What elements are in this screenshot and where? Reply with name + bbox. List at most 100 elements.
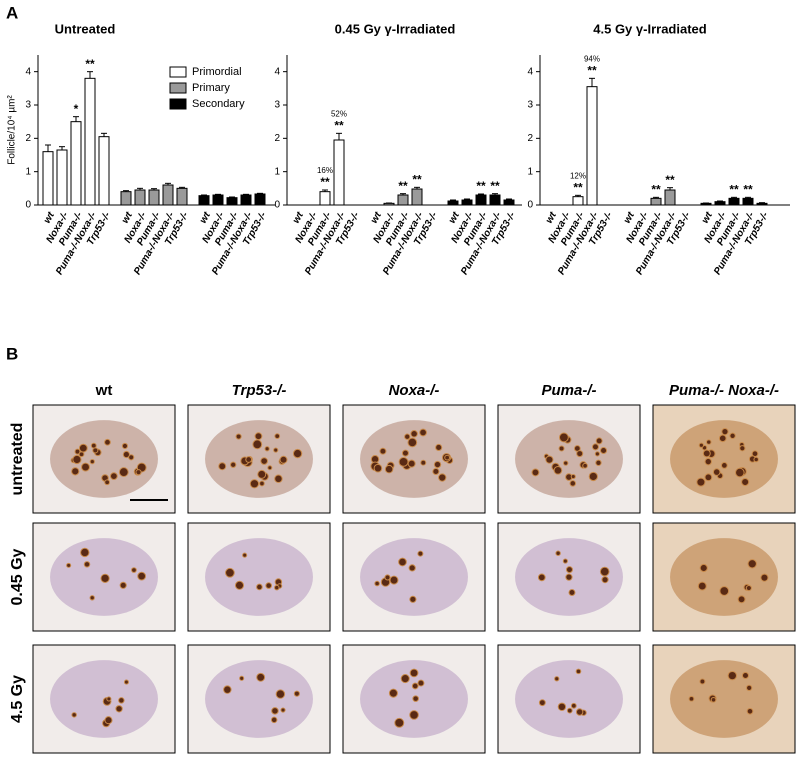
column-header: Puma-/- Noxa-/- xyxy=(669,382,779,399)
follicle xyxy=(264,446,270,452)
ovary-section xyxy=(205,420,313,498)
micrograph xyxy=(187,404,331,514)
significance: ** xyxy=(85,57,95,71)
follicle xyxy=(137,571,147,581)
bar xyxy=(212,194,224,206)
bar xyxy=(728,197,740,206)
follicle xyxy=(420,459,427,466)
bar xyxy=(714,201,726,206)
follicle xyxy=(435,443,443,452)
follicle xyxy=(595,437,603,445)
follicle xyxy=(697,581,707,591)
micrograph xyxy=(32,522,176,632)
follicle xyxy=(78,451,85,458)
y-tick-label: 3 xyxy=(527,100,533,111)
legend-label: Primary xyxy=(192,82,230,94)
bar xyxy=(397,194,409,206)
significance: ** xyxy=(665,173,675,187)
follicle xyxy=(218,462,227,471)
ovary-section xyxy=(670,420,778,498)
follicle xyxy=(384,574,391,581)
bar xyxy=(742,197,754,206)
percent-label: 16% xyxy=(317,166,333,175)
bar xyxy=(148,189,160,206)
legend-swatch xyxy=(169,98,187,110)
y-tick-label: 0 xyxy=(527,200,533,211)
follicle xyxy=(135,469,142,476)
follicle xyxy=(720,462,728,469)
follicle xyxy=(271,707,279,715)
follicle xyxy=(274,474,283,484)
significance: ** xyxy=(587,64,597,78)
follicle xyxy=(727,670,737,681)
bar xyxy=(650,197,662,206)
follicle xyxy=(566,707,573,714)
bar xyxy=(383,202,395,206)
follicle xyxy=(699,678,706,685)
follicle xyxy=(595,459,602,466)
follicle xyxy=(444,454,451,461)
significance: ** xyxy=(490,179,500,193)
follicle xyxy=(230,461,237,468)
follicle xyxy=(753,456,759,463)
micrograph xyxy=(32,644,176,754)
bar xyxy=(176,187,188,206)
follicle xyxy=(735,467,745,478)
follicle xyxy=(745,584,752,592)
follicle xyxy=(407,437,418,448)
follicle xyxy=(531,468,540,477)
significance: ** xyxy=(476,179,486,193)
follicle xyxy=(410,430,418,438)
bar xyxy=(56,149,68,206)
follicle xyxy=(119,581,127,589)
percent-label: 12% xyxy=(570,171,586,180)
follicle xyxy=(110,472,118,481)
follicle xyxy=(558,445,565,452)
follicle xyxy=(570,473,576,480)
follicle xyxy=(256,583,263,591)
follicle xyxy=(74,448,81,455)
y-tick-label: 2 xyxy=(527,133,533,144)
follicle xyxy=(407,459,416,468)
follicle xyxy=(688,695,695,702)
follicle xyxy=(270,716,278,724)
follicle xyxy=(122,450,130,459)
follicle xyxy=(729,432,736,439)
follicle xyxy=(760,573,769,582)
y-tick-label: 4 xyxy=(274,66,280,77)
bar xyxy=(120,191,132,206)
follicle xyxy=(274,584,280,591)
percent-label: 52% xyxy=(331,109,347,118)
bar xyxy=(333,139,345,206)
follicle xyxy=(706,439,712,445)
bar xyxy=(411,188,423,206)
follicle xyxy=(384,464,394,474)
bar xyxy=(162,184,174,206)
panel-label: A xyxy=(6,3,18,22)
micrograph xyxy=(342,644,486,754)
follicle xyxy=(696,477,706,487)
legend-label: Secondary xyxy=(192,98,245,110)
bar xyxy=(572,196,584,206)
follicle xyxy=(104,479,111,486)
follicle xyxy=(66,562,72,568)
ovary-section xyxy=(50,420,158,498)
follicle xyxy=(71,467,80,476)
follicle xyxy=(100,573,110,583)
follicle xyxy=(242,552,248,558)
follicle xyxy=(591,443,599,451)
micrograph xyxy=(187,522,331,632)
follicle xyxy=(267,465,273,471)
follicle xyxy=(252,439,263,450)
micrograph xyxy=(32,404,176,514)
bar xyxy=(461,199,473,206)
micrograph xyxy=(652,522,796,632)
follicle xyxy=(719,586,730,596)
follicle xyxy=(239,675,245,681)
follicle xyxy=(379,447,387,455)
bar xyxy=(98,136,110,206)
legend-swatch xyxy=(169,82,187,94)
bar xyxy=(226,197,238,206)
follicle xyxy=(557,702,567,712)
